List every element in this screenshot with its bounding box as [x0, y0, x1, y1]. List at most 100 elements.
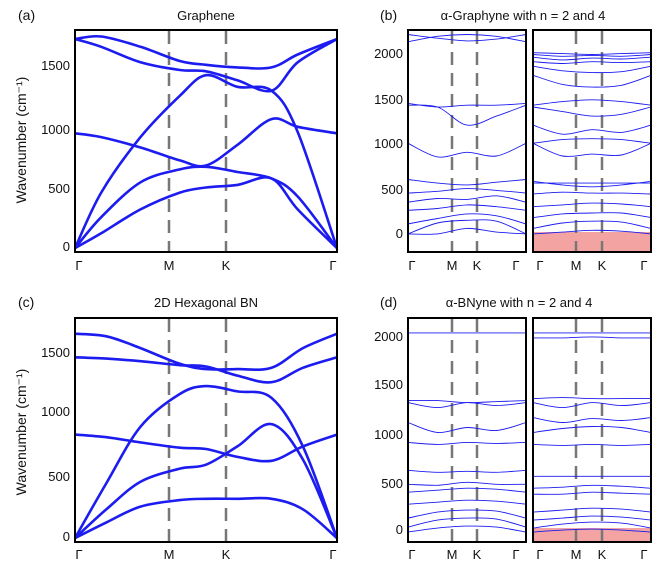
- panel-b-left-band-5: [407, 195, 527, 203]
- panel-c-bands: [73, 332, 339, 540]
- panel-d-right-xtick-gamma-end: Γ: [640, 547, 647, 562]
- panel-c-band-4: [74, 433, 338, 463]
- panel-b-y-ticks: 0 500 1000 1500 2000: [374, 46, 403, 241]
- panel-d-right-band-5: [532, 491, 652, 495]
- panel-b-right-band-15: [532, 61, 652, 64]
- panel-b-left-band-10: [407, 102, 527, 108]
- panel-c-band-6: [74, 332, 338, 371]
- panel-d-right-frame: [532, 317, 652, 543]
- panel-d-right-band-3: [532, 515, 652, 521]
- panel-a-ytick-0: 0: [63, 239, 70, 254]
- panel-d-left-xtick-M: M: [447, 547, 458, 562]
- panel-a-ytick-1000: 1000: [41, 122, 70, 137]
- panel-b-left-band-9: [407, 104, 527, 126]
- panel-c-x-ticks: Γ M K Γ: [75, 547, 336, 562]
- panel-b-right-xtick-M: M: [571, 258, 582, 273]
- panel-b-ytick-2000: 2000: [374, 46, 403, 61]
- panel-d-right-band-12: [532, 397, 651, 400]
- panel-d-right-band-8: [532, 443, 652, 446]
- panel-d-left-band-11: [407, 400, 527, 404]
- panel-a: (a) Graphene Wavenumber (cm⁻¹) 0 500 100…: [13, 7, 339, 273]
- panel-b-title: α-Graphyne with n = 2 and 4: [441, 8, 606, 23]
- panel-b-left-band-12: [407, 34, 527, 42]
- panel-c-band-1: [74, 496, 338, 540]
- panel-a-y-ticks: 0 500 1000 1500: [41, 58, 70, 254]
- panel-a-x-ticks: Γ M K Γ: [75, 258, 336, 273]
- panel-b-right-band-7: [532, 180, 652, 188]
- panel-b-right-bands: [532, 52, 652, 235]
- panel-b-left-band-1: [407, 227, 527, 235]
- panel-b-right-band-3: [532, 212, 652, 219]
- panel-a-ytick-500: 500: [48, 181, 70, 196]
- panel-c-title: 2D Hexagonal BN: [154, 295, 258, 310]
- panel-d-highlight-band: [533, 528, 651, 542]
- panel-b-right-band-9: [532, 138, 652, 144]
- panel-d-left-band-4: [407, 499, 527, 505]
- panel-b-x-ticks: Γ M K Γ Γ M K Γ: [408, 258, 647, 273]
- panel-b-left-band-6: [407, 188, 527, 194]
- panel-d-y-ticks: 0 500 1000 1500 2000: [374, 329, 403, 537]
- panel-d-right-band-11: [532, 402, 652, 409]
- panel-c: (c) 2D Hexagonal BN Wavenumber (cm⁻¹) 0 …: [13, 294, 339, 562]
- panel-b-right-band-16: [532, 56, 652, 61]
- panel-b-label: (b): [380, 7, 397, 23]
- panel-b-right-band-17: [532, 54, 652, 57]
- panel-b-right-xtick-K: K: [598, 258, 607, 273]
- panel-b-right-frame: [532, 29, 652, 253]
- panel-d-right-bands: [532, 332, 652, 533]
- panel-a-title: Graphene: [177, 8, 235, 23]
- panel-d-right-band-13: [532, 336, 652, 339]
- panel-b-left-xtick-K: K: [473, 258, 482, 273]
- panel-d-ytick-1500: 1500: [374, 377, 403, 392]
- panel-a-label: (a): [18, 7, 35, 23]
- panel-a-band-1: [74, 176, 338, 250]
- panel-a-frame: [74, 29, 338, 253]
- panel-d-label: (d): [380, 294, 397, 310]
- panel-b-right-band-18: [532, 52, 652, 55]
- panel-d-left-band-1: [407, 525, 527, 533]
- panel-b-left-xtick-gamma: Γ: [408, 258, 415, 273]
- panel-a-ylabel: Wavenumber (cm⁻¹): [13, 77, 29, 204]
- panel-c-xtick-gamma-end: Γ: [329, 547, 336, 562]
- panel-a-band-6: [74, 34, 338, 70]
- panel-c-ytick-1000: 1000: [41, 404, 70, 419]
- panel-b-right-band-14: [532, 65, 652, 74]
- panel-c-ytick-0: 0: [63, 529, 70, 544]
- panel-d: (d) α-BNyne with n = 2 and 4 0 500 1000 …: [374, 294, 652, 562]
- panel-d-right-band-6: [532, 484, 652, 489]
- panel-a-band-5: [74, 37, 338, 93]
- panel-b-left-xtick-gamma-end: Γ: [512, 258, 519, 273]
- panel-b-left-band-8: [407, 142, 527, 158]
- panel-d-left-band-3: [407, 509, 527, 519]
- panel-b-left-band-4: [407, 204, 527, 211]
- panel-c-y-ticks: 0 500 1000 1500: [41, 345, 70, 544]
- panel-d-left-xtick-gamma-end: Γ: [512, 547, 519, 562]
- panel-b-right-band-2: [532, 220, 652, 229]
- panel-d-right-band-4: [532, 507, 652, 513]
- panel-d-right-band-2: [532, 521, 652, 529]
- panel-d-ytick-2000: 2000: [374, 329, 403, 344]
- panel-b-right-band-5: [532, 191, 652, 195]
- panel-b-right-band-4: [532, 202, 652, 208]
- panel-d-x-ticks: Γ M K Γ Γ M K Γ: [408, 547, 647, 562]
- panel-c-band-2: [74, 422, 339, 540]
- panel-d-left-xtick-gamma: Γ: [408, 547, 415, 562]
- panel-c-band-3: [73, 384, 339, 539]
- panel-d-left-band-8: [407, 441, 527, 445]
- panel-d-ytick-0: 0: [396, 522, 403, 537]
- panel-c-ylabel: Wavenumber (cm⁻¹): [13, 369, 29, 496]
- panel-b-dashes: [450, 31, 604, 251]
- panel-b-right-band-1: [532, 229, 652, 235]
- panel-d-right-xtick-gamma: Γ: [536, 547, 543, 562]
- panel-d-left-frame: [407, 317, 527, 543]
- panel-a-band-3: [73, 73, 339, 249]
- panel-d-ytick-1000: 1000: [374, 427, 403, 442]
- panel-b-right-band-8: [532, 142, 652, 157]
- panel-b-left-bands: [407, 34, 527, 235]
- panel-d-dashes: [450, 319, 604, 541]
- panel-d-right-band-9: [532, 425, 652, 433]
- panel-a-xtick-M: M: [164, 258, 175, 273]
- panel-c-xtick-gamma: Γ: [75, 547, 82, 562]
- panel-b-ytick-500: 500: [381, 182, 403, 197]
- panel-d-left-band-10: [407, 402, 527, 409]
